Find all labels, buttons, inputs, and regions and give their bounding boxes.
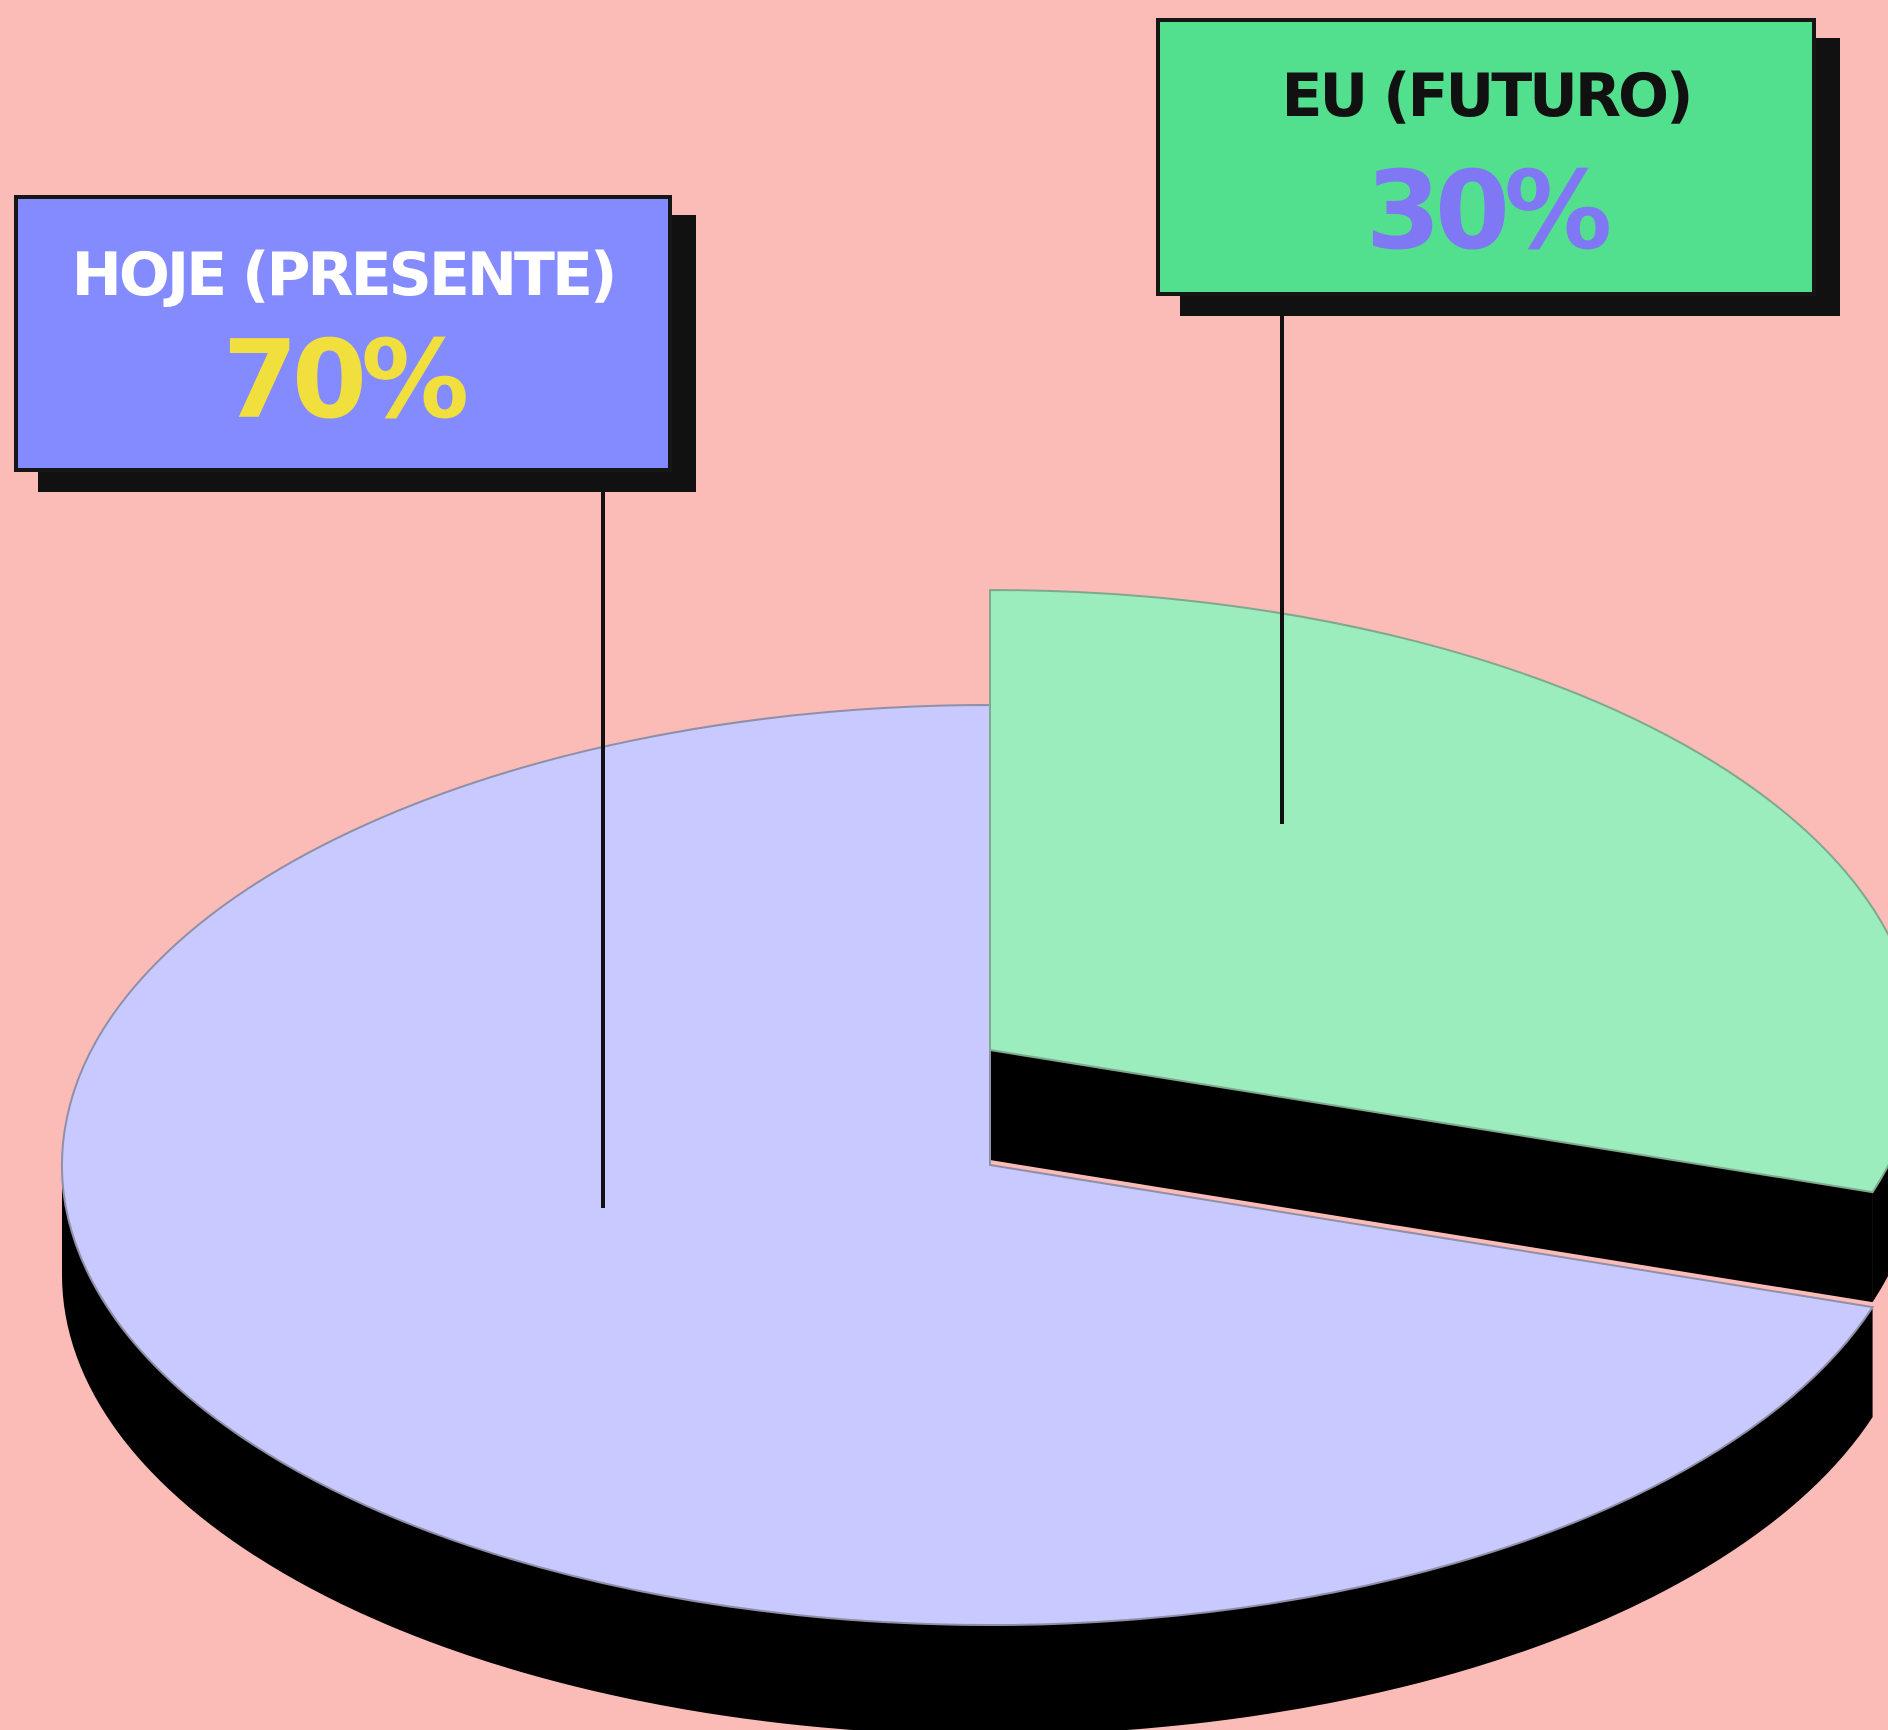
pie-slice-cut-face-future <box>990 1050 1873 1303</box>
label-box-present: HOJE (PRESENTE) 70% <box>14 195 672 472</box>
present-label: HOJE (PRESENTE) <box>71 240 618 310</box>
pie-slice-present <box>61 703 1875 1626</box>
pie-slice-sides <box>62 1050 1888 1730</box>
pie-slice-side-present <box>62 1165 1873 1730</box>
pie-slice-side-future <box>1872 1165 1888 1303</box>
future-label: EU (FUTURO) <box>1281 61 1693 131</box>
future-value: 30% <box>1365 149 1613 274</box>
pie-slice-tops <box>61 588 1888 1626</box>
leader-lines <box>601 312 1284 1208</box>
label-box-future: EU (FUTURO) 30% <box>1156 18 1816 296</box>
present-value: 70% <box>222 318 470 443</box>
pie-slice-future <box>989 588 1888 1194</box>
